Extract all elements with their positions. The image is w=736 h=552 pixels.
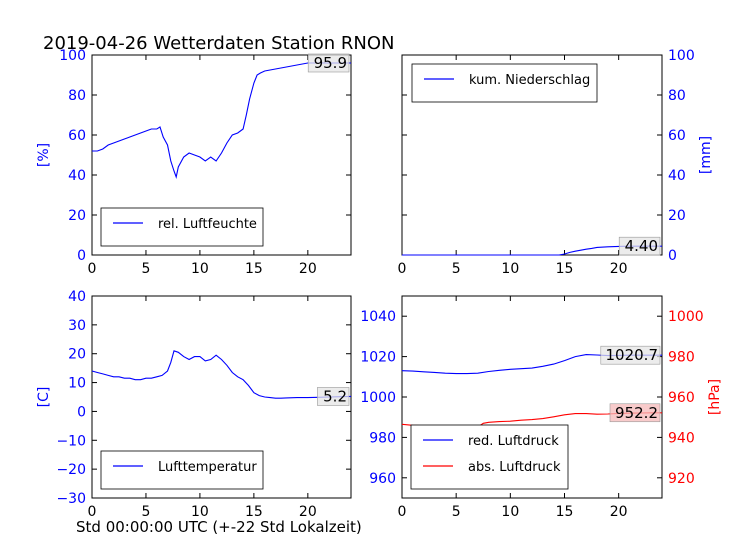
pressure-xtick-label: 15	[556, 504, 574, 520]
pressure-xtick-label: 20	[610, 504, 628, 520]
humidity-ytick-label: 60	[68, 128, 86, 144]
pressure-ytick-label: 960	[369, 471, 396, 487]
pressure-y2label: [hPa]	[707, 379, 723, 415]
temperature-legend-box	[100, 450, 264, 490]
precip-ytick-label: 80	[668, 88, 686, 104]
humidity-ytick-label: 100	[59, 48, 86, 64]
pressure-xtick-label: 5	[452, 504, 461, 520]
pressure-y2tick-label: 960	[668, 390, 695, 406]
chart-precip: 0 5 10 15 20 0 20 40 60 80 100 [mm] 4.40 kum. Nieders…	[398, 48, 714, 277]
precip-annotation-label: 4.40	[625, 237, 658, 255]
pressure-y2tick-label: 980	[668, 350, 695, 366]
pressure-legend-box	[410, 424, 569, 490]
pressure-ytick-label: 1000	[360, 390, 396, 406]
precip-xtick-label: 15	[556, 261, 574, 277]
temperature-annotation-box	[317, 387, 350, 406]
pressure-annotation-box	[600, 345, 661, 365]
precip-ytick-label: 60	[668, 128, 686, 144]
precip-xtick-label: 20	[610, 261, 628, 277]
figure-title: 2019-04-26 Wetterdaten Station RNON	[43, 33, 394, 54]
humidity-annotation-label: 95.9	[314, 54, 347, 72]
temperature-xtick-label: 0	[88, 504, 97, 520]
precip-ylabel: [mm]	[698, 136, 714, 174]
temperature-ytick-label: −30	[56, 491, 86, 507]
temperature-ytick-label: −20	[56, 462, 86, 478]
chart-humidity: 0 5 10 15 20 0 20 40 60 80 100 [%] 95.9 rel. Luftfeuc…	[36, 48, 352, 277]
pressure-xtick-label: 0	[398, 504, 407, 520]
humidity-annotation-box	[307, 53, 350, 73]
pressure-legend-label: red. Luftdruck	[468, 434, 559, 449]
pressure-y2tick-label: 1000	[668, 309, 704, 325]
temperature-annotation-label: 5.2	[323, 387, 347, 405]
temperature-ylabel: [C]	[36, 387, 52, 408]
pressure-xtick-label: 10	[501, 504, 519, 520]
humidity-ytick-label: 20	[68, 208, 86, 224]
precip-annotation-box	[618, 236, 661, 256]
temperature-series-line	[91, 350, 352, 399]
chart-pressure: 0 5 10 15 20 960 980 1000 1020 1040 920 940 960 980 10…	[360, 295, 723, 520]
humidity-series-line	[92, 62, 351, 179]
temperature-xtick-label: 5	[141, 504, 150, 520]
pressure-ytick-label: 980	[369, 430, 396, 446]
humidity-ylabel: [%]	[36, 143, 52, 167]
humidity-ytick-label: 0	[77, 248, 86, 264]
humidity-xtick-label: 5	[141, 261, 150, 277]
precip-ytick-label: 20	[668, 208, 686, 224]
temperature-ytick-label: 10	[68, 376, 86, 392]
pressure-annotation-label: 1020.7	[606, 346, 659, 364]
humidity-xtick-label: 20	[299, 261, 317, 277]
temperature-ytick-label: 40	[68, 289, 86, 305]
precip-ytick-label: 40	[668, 168, 686, 184]
pressure-ytick-label: 1040	[360, 309, 396, 325]
humidity-legend-label: rel. Luftfeuchte	[158, 217, 257, 232]
humidity-ytick-label: 40	[68, 168, 86, 184]
pressure-y2tick-label: 940	[668, 430, 695, 446]
pressure-y2tick-label: 920	[668, 471, 695, 487]
precip-ytick-label: 0	[668, 248, 677, 264]
precip-legend-box	[411, 63, 598, 103]
temperature-xtick-label: 15	[245, 504, 263, 520]
humidity-xtick-label: 0	[88, 261, 97, 277]
humidity-xtick-label: 15	[245, 261, 263, 277]
temperature-xtick-label: 10	[191, 504, 209, 520]
temperature-legend-label: Lufttemperatur	[158, 460, 257, 475]
precip-xtick-label: 10	[501, 261, 519, 277]
precip-legend-label: kum. Niederschlag	[469, 73, 590, 88]
precip-ytick-label: 100	[668, 48, 695, 64]
figure-xlabel: Std 00:00:00 UTC (+-22 Std Lokalzeit)	[76, 518, 362, 536]
temperature-ytick-label: −10	[56, 433, 86, 449]
humidity-xtick-label: 10	[191, 261, 209, 277]
precip-xtick-label: 0	[398, 261, 407, 277]
chart-temperature: 0 5 10 15 20 −30 −20 −10 0 10 20 30 40 [C] 5.2 Lufttemp…	[36, 289, 352, 520]
humidity-legend-box	[100, 207, 264, 247]
pressure-annotation-box	[609, 403, 661, 423]
pressure-legend-label: abs. Luftdruck	[468, 460, 561, 475]
pressure-annotation-label: 952.2	[615, 404, 658, 422]
humidity-ytick-label: 80	[68, 88, 86, 104]
precip-xtick-label: 5	[452, 261, 461, 277]
temperature-ytick-label: 30	[68, 318, 86, 334]
pressure-ytick-label: 1020	[360, 350, 396, 366]
temperature-xtick-label: 20	[299, 504, 317, 520]
temperature-ytick-label: 0	[77, 404, 86, 420]
temperature-ytick-label: 20	[68, 347, 86, 363]
